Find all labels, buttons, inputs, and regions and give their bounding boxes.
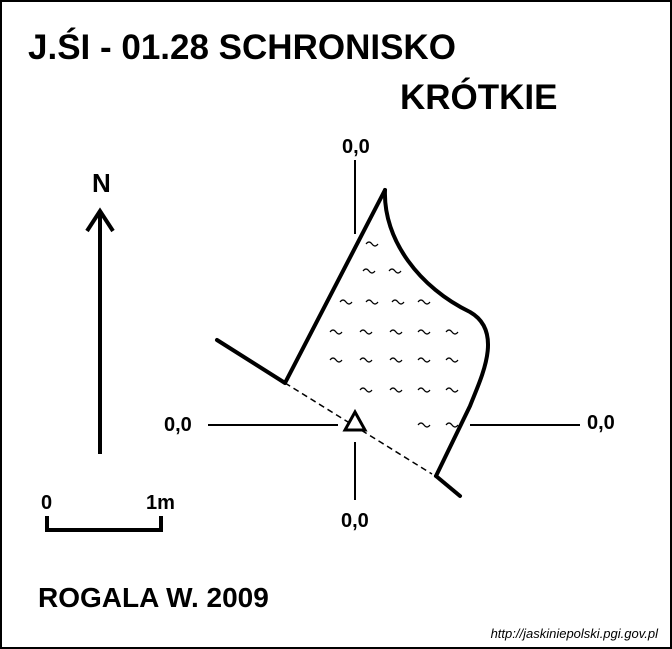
survey-station-icon (342, 408, 368, 432)
map-title-line2: KRÓTKIE (400, 78, 558, 117)
scale-bar (45, 516, 163, 532)
north-arrow-icon (85, 207, 115, 454)
axis-label-right: 0,0 (587, 412, 615, 434)
cave-outline (215, 188, 490, 498)
north-label: N (92, 168, 111, 198)
floor-sediment-symbols (329, 241, 459, 428)
axis-label-bottom: 0,0 (341, 510, 369, 532)
source-url[interactable]: http://jaskiniepolski.pgi.gov.pl (490, 626, 658, 641)
scale-start-label: 0 (41, 492, 53, 514)
axis-label-left: 0,0 (164, 414, 192, 436)
reference-axes (208, 160, 580, 500)
dripline (284, 382, 433, 475)
author-credit: ROGALA W. 2009 (38, 582, 269, 613)
map-title: J.ŚI - 01.28 SCHRONISKO (28, 28, 456, 67)
axis-label-top: 0,0 (342, 136, 370, 158)
scale-end-label: 1m (146, 492, 175, 514)
